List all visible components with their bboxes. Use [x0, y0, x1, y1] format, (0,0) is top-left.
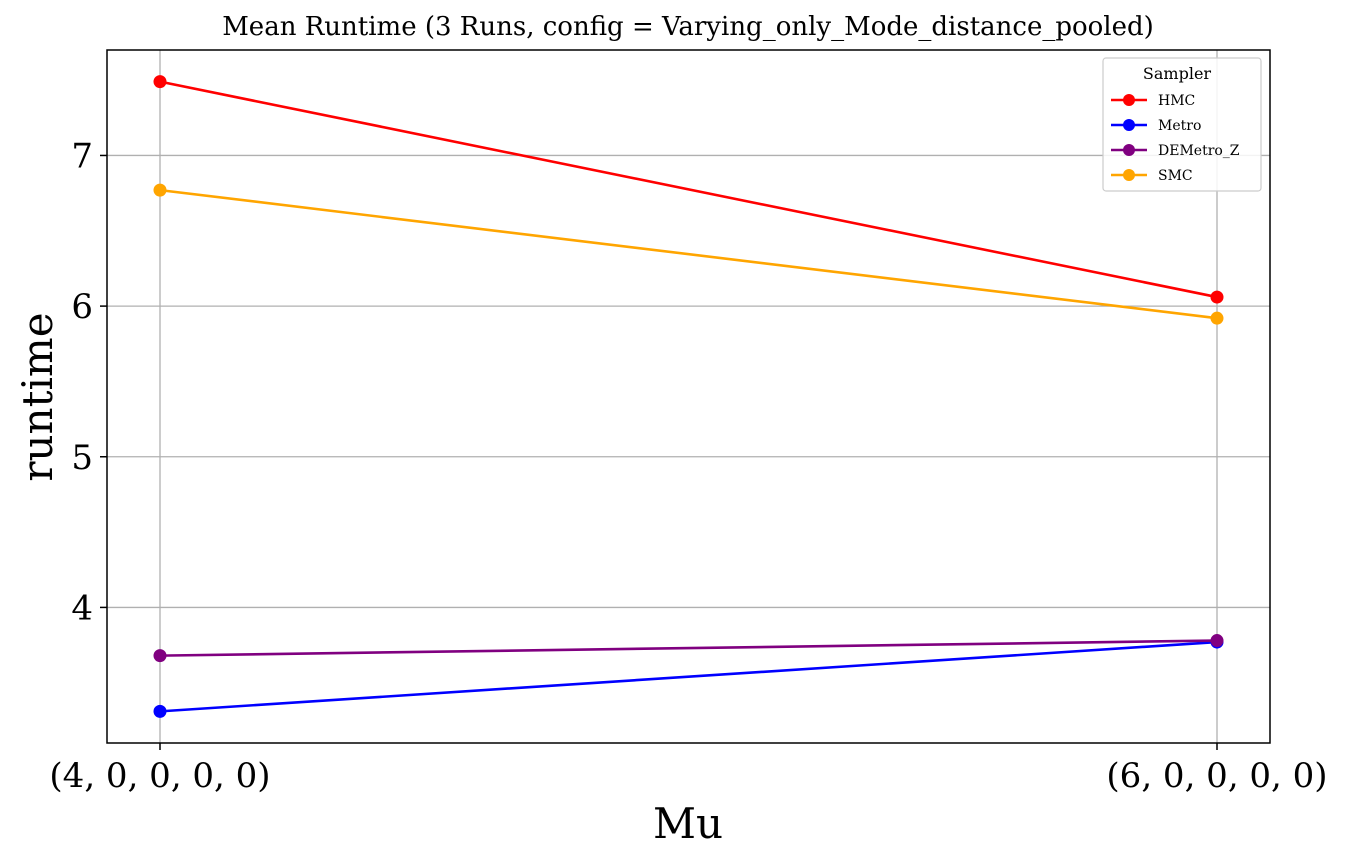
data-point-hmc [1210, 290, 1224, 304]
y-tick-label: 6 [71, 287, 93, 327]
x-tick-label: (6, 0, 0, 0, 0) [1106, 756, 1327, 796]
legend-marker-smc [1123, 169, 1135, 181]
legend-item-smc: SMC [1111, 168, 1193, 184]
plot-frame [106, 49, 1271, 744]
chart-title: Mean Runtime (3 Runs, config = Varying_o… [222, 12, 1154, 42]
series-demetro-z [153, 634, 1224, 663]
legend-title: Sampler [1143, 64, 1212, 83]
legend-label-metro: Metro [1158, 118, 1201, 134]
y-tick-label: 7 [71, 136, 93, 176]
legend-item-demetro-z: DEMetro_Z [1111, 143, 1240, 159]
legend-label-smc: SMC [1158, 168, 1193, 184]
series-line-demetro-z [159, 639, 1218, 657]
data-point-hmc [153, 75, 167, 89]
series-line-metro [159, 640, 1218, 713]
legend: Sampler HMC Metro DEMetro_Z SMC [1102, 57, 1262, 192]
series-line-smc [159, 188, 1218, 320]
legend-item-hmc: HMC [1111, 93, 1195, 109]
y-tick-label: 4 [71, 588, 93, 628]
legend-box [1102, 57, 1262, 192]
series-smc [153, 183, 1224, 325]
x-axis-label: Mu [653, 799, 723, 848]
grid-lines [107, 50, 1270, 743]
legend-item-metro: Metro [1111, 118, 1201, 134]
data-point-demetro-z [1210, 634, 1224, 648]
legend-marker-demetro-z [1123, 144, 1135, 156]
axis-ticks: (4, 0, 0, 0, 0) (6, 0, 0, 0, 0) 4 5 6 7 [49, 136, 1327, 796]
series-hmc [153, 75, 1224, 304]
data-point-demetro-z [153, 649, 167, 663]
series-line-hmc [159, 80, 1218, 299]
legend-label-demetro-z: DEMetro_Z [1158, 143, 1240, 159]
legend-marker-hmc [1123, 94, 1135, 106]
y-axis-label: runtime [13, 312, 62, 481]
series-layer [153, 75, 1224, 718]
x-tick-label: (4, 0, 0, 0, 0) [49, 756, 270, 796]
data-point-smc [153, 183, 167, 197]
legend-label-hmc: HMC [1158, 93, 1195, 109]
data-point-smc [1210, 311, 1224, 325]
data-point-metro [153, 704, 167, 718]
legend-marker-metro [1123, 119, 1135, 131]
y-tick-label: 5 [71, 438, 93, 478]
